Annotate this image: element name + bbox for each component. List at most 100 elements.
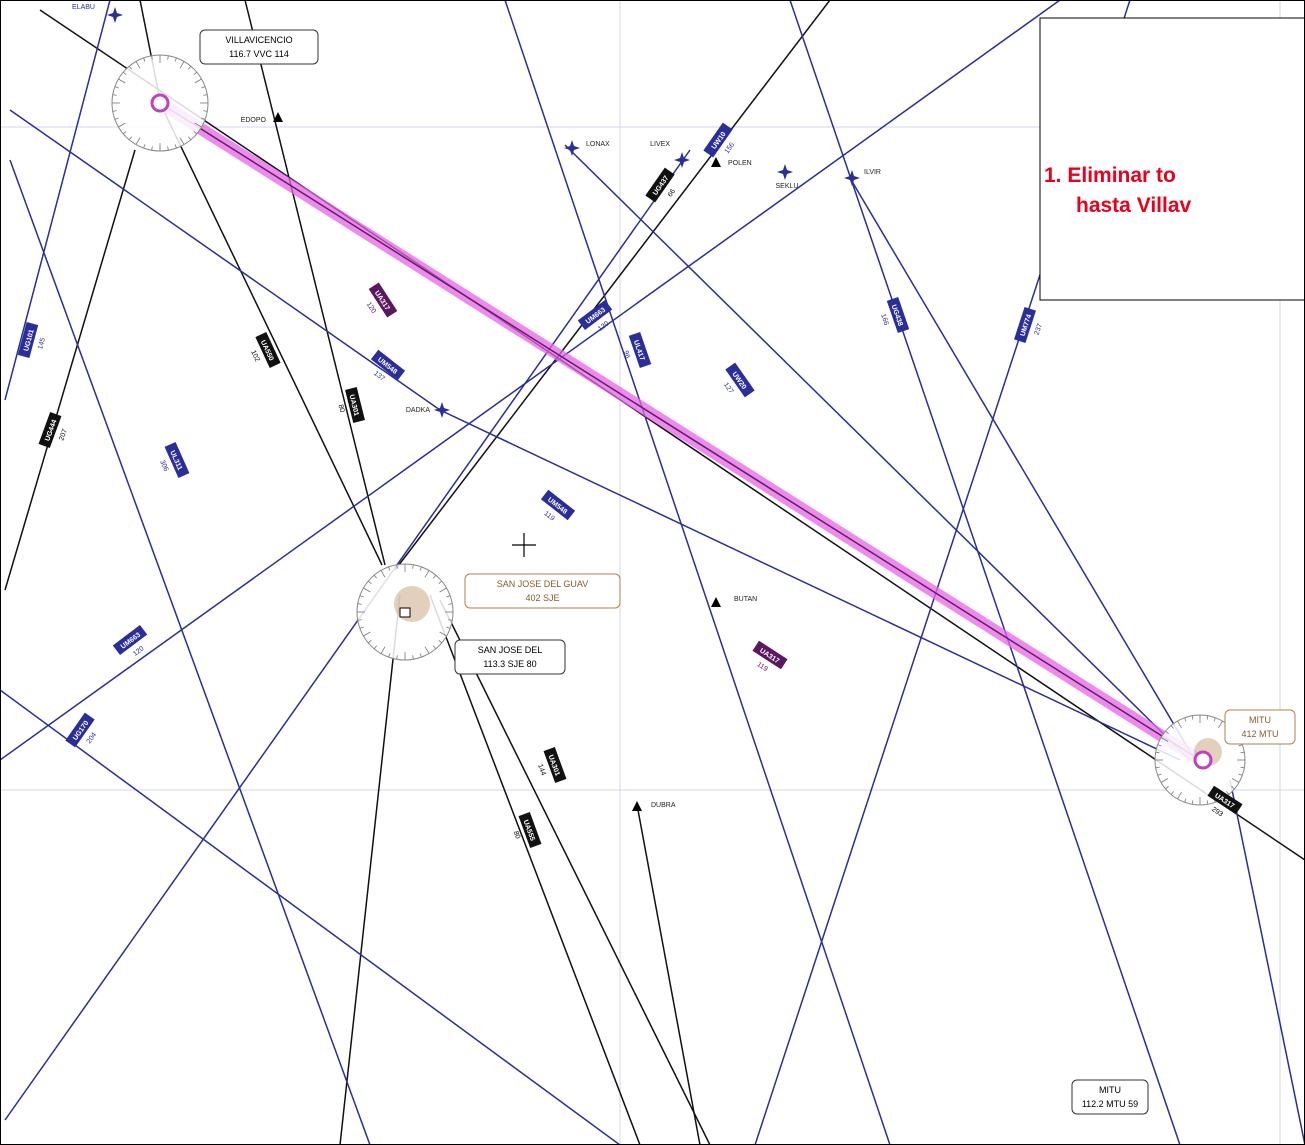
navaid-name: SAN JOSE DEL	[478, 645, 543, 655]
airway-tag	[370, 349, 406, 381]
compass-tick	[1226, 791, 1230, 795]
compass-tick	[1157, 744, 1162, 747]
airway-line	[0, 0, 1061, 761]
waypoint-label: DUBRA	[651, 802, 676, 809]
cursor	[512, 533, 536, 557]
compass-tick	[167, 146, 169, 151]
compass-tick	[412, 564, 414, 569]
airway-tag	[725, 362, 755, 398]
compass-tick	[203, 110, 208, 112]
airway-tag	[38, 411, 62, 449]
airway-tag	[255, 332, 281, 368]
compass-tick	[438, 580, 443, 585]
waypoint-label: EDOPO	[241, 117, 267, 124]
compass-tick	[357, 603, 362, 605]
compass-tick	[396, 564, 398, 569]
airway-tag	[518, 811, 542, 849]
airway-line	[439, 599, 711, 1145]
compass-tick	[1240, 751, 1245, 754]
airway-line	[1229, 779, 1305, 1145]
navaid-freq: 402 SJE	[525, 593, 559, 603]
compass-tick	[1238, 744, 1243, 747]
compass-tick	[112, 110, 117, 112]
airway-line	[637, 809, 701, 1145]
compass-tick	[1191, 800, 1194, 805]
airway-course: 306	[158, 459, 169, 473]
compass-tick	[446, 595, 451, 598]
waypoint-symbol	[107, 7, 123, 23]
waypoint-symbol	[564, 140, 580, 156]
airway-tag	[752, 640, 788, 670]
waypoint-symbol	[632, 801, 642, 811]
airway-course: 207	[58, 428, 69, 441]
compass-tick	[1170, 791, 1174, 795]
compass-tick	[187, 65, 192, 70]
compass-tick	[174, 144, 177, 149]
airway-tag	[1207, 785, 1243, 815]
navaid-freq: 113.3 SJE 80	[483, 659, 536, 669]
navaid-freq: 116.7 VVC 114	[229, 49, 289, 59]
compass-tick	[448, 619, 453, 621]
airway-tag	[345, 387, 365, 423]
compass-tick	[118, 122, 126, 128]
airway-course: 80	[512, 830, 521, 840]
compass-tick	[193, 130, 198, 135]
navaid-symbol	[1193, 750, 1213, 770]
navaid-freq: 112.2 MTU 59	[1082, 1099, 1138, 1109]
navaid-symbol	[399, 607, 411, 618]
airway-course: 237	[1034, 323, 1044, 336]
airway-course: 166	[879, 313, 889, 326]
navaid-box	[454, 639, 566, 675]
navaid-name: SAN JOSE DEL GUAV	[497, 579, 589, 589]
compass-tick	[143, 144, 146, 149]
airway-line	[339, 594, 401, 1145]
waypoint-label: ELABU	[72, 4, 95, 11]
waypoint-label: LONAX	[586, 141, 610, 148]
airway-line	[504, 0, 891, 1145]
airway-tag	[886, 296, 910, 334]
compass-tick	[118, 78, 126, 84]
airway-tag	[17, 322, 39, 358]
compass-tick	[1165, 730, 1169, 734]
compass-tick	[1165, 786, 1169, 790]
airway-tag	[577, 299, 613, 331]
compass-tick	[432, 645, 437, 650]
callout-text: 1. Eliminar to	[1044, 164, 1176, 187]
compass-tick	[128, 136, 133, 141]
compass-tick	[448, 603, 453, 605]
compass-tick	[388, 653, 391, 658]
navaid-box	[464, 573, 621, 609]
compass-tick	[167, 55, 169, 60]
compass-tick	[114, 86, 119, 89]
airway-line	[849, 177, 1196, 761]
airway-tag	[112, 624, 148, 656]
airway-tag	[65, 712, 95, 748]
compass-tick	[373, 574, 378, 579]
airway-tag	[164, 442, 190, 478]
compass-tick	[380, 570, 386, 578]
waypoint-label: BUTAN	[734, 596, 757, 603]
compass-tick	[1184, 798, 1187, 803]
compass-tick	[367, 580, 372, 585]
compass-tick	[187, 136, 192, 141]
airway-course: 102	[249, 349, 260, 363]
compass-tick	[1206, 800, 1209, 805]
compass-tick	[388, 566, 391, 571]
compass-tick	[439, 631, 447, 637]
airway-course: 80	[337, 404, 346, 413]
compass-tick	[1206, 715, 1209, 720]
compass-tick	[363, 587, 371, 593]
airway-line	[564, 144, 1191, 761]
compass-tick	[179, 137, 185, 145]
compass-tick	[1231, 786, 1235, 790]
waypoint-label: POLEN	[728, 160, 752, 167]
compass-tick	[128, 65, 133, 70]
airway-tag	[1014, 306, 1036, 344]
airway-line	[789, 0, 1181, 1145]
compass-tick	[194, 122, 202, 128]
airway-line	[4, 0, 111, 401]
ndb-symbol	[394, 586, 430, 622]
waypoint-label: ILVIR	[864, 169, 881, 176]
airway-tag	[628, 331, 652, 369]
compass-tick	[424, 570, 430, 578]
